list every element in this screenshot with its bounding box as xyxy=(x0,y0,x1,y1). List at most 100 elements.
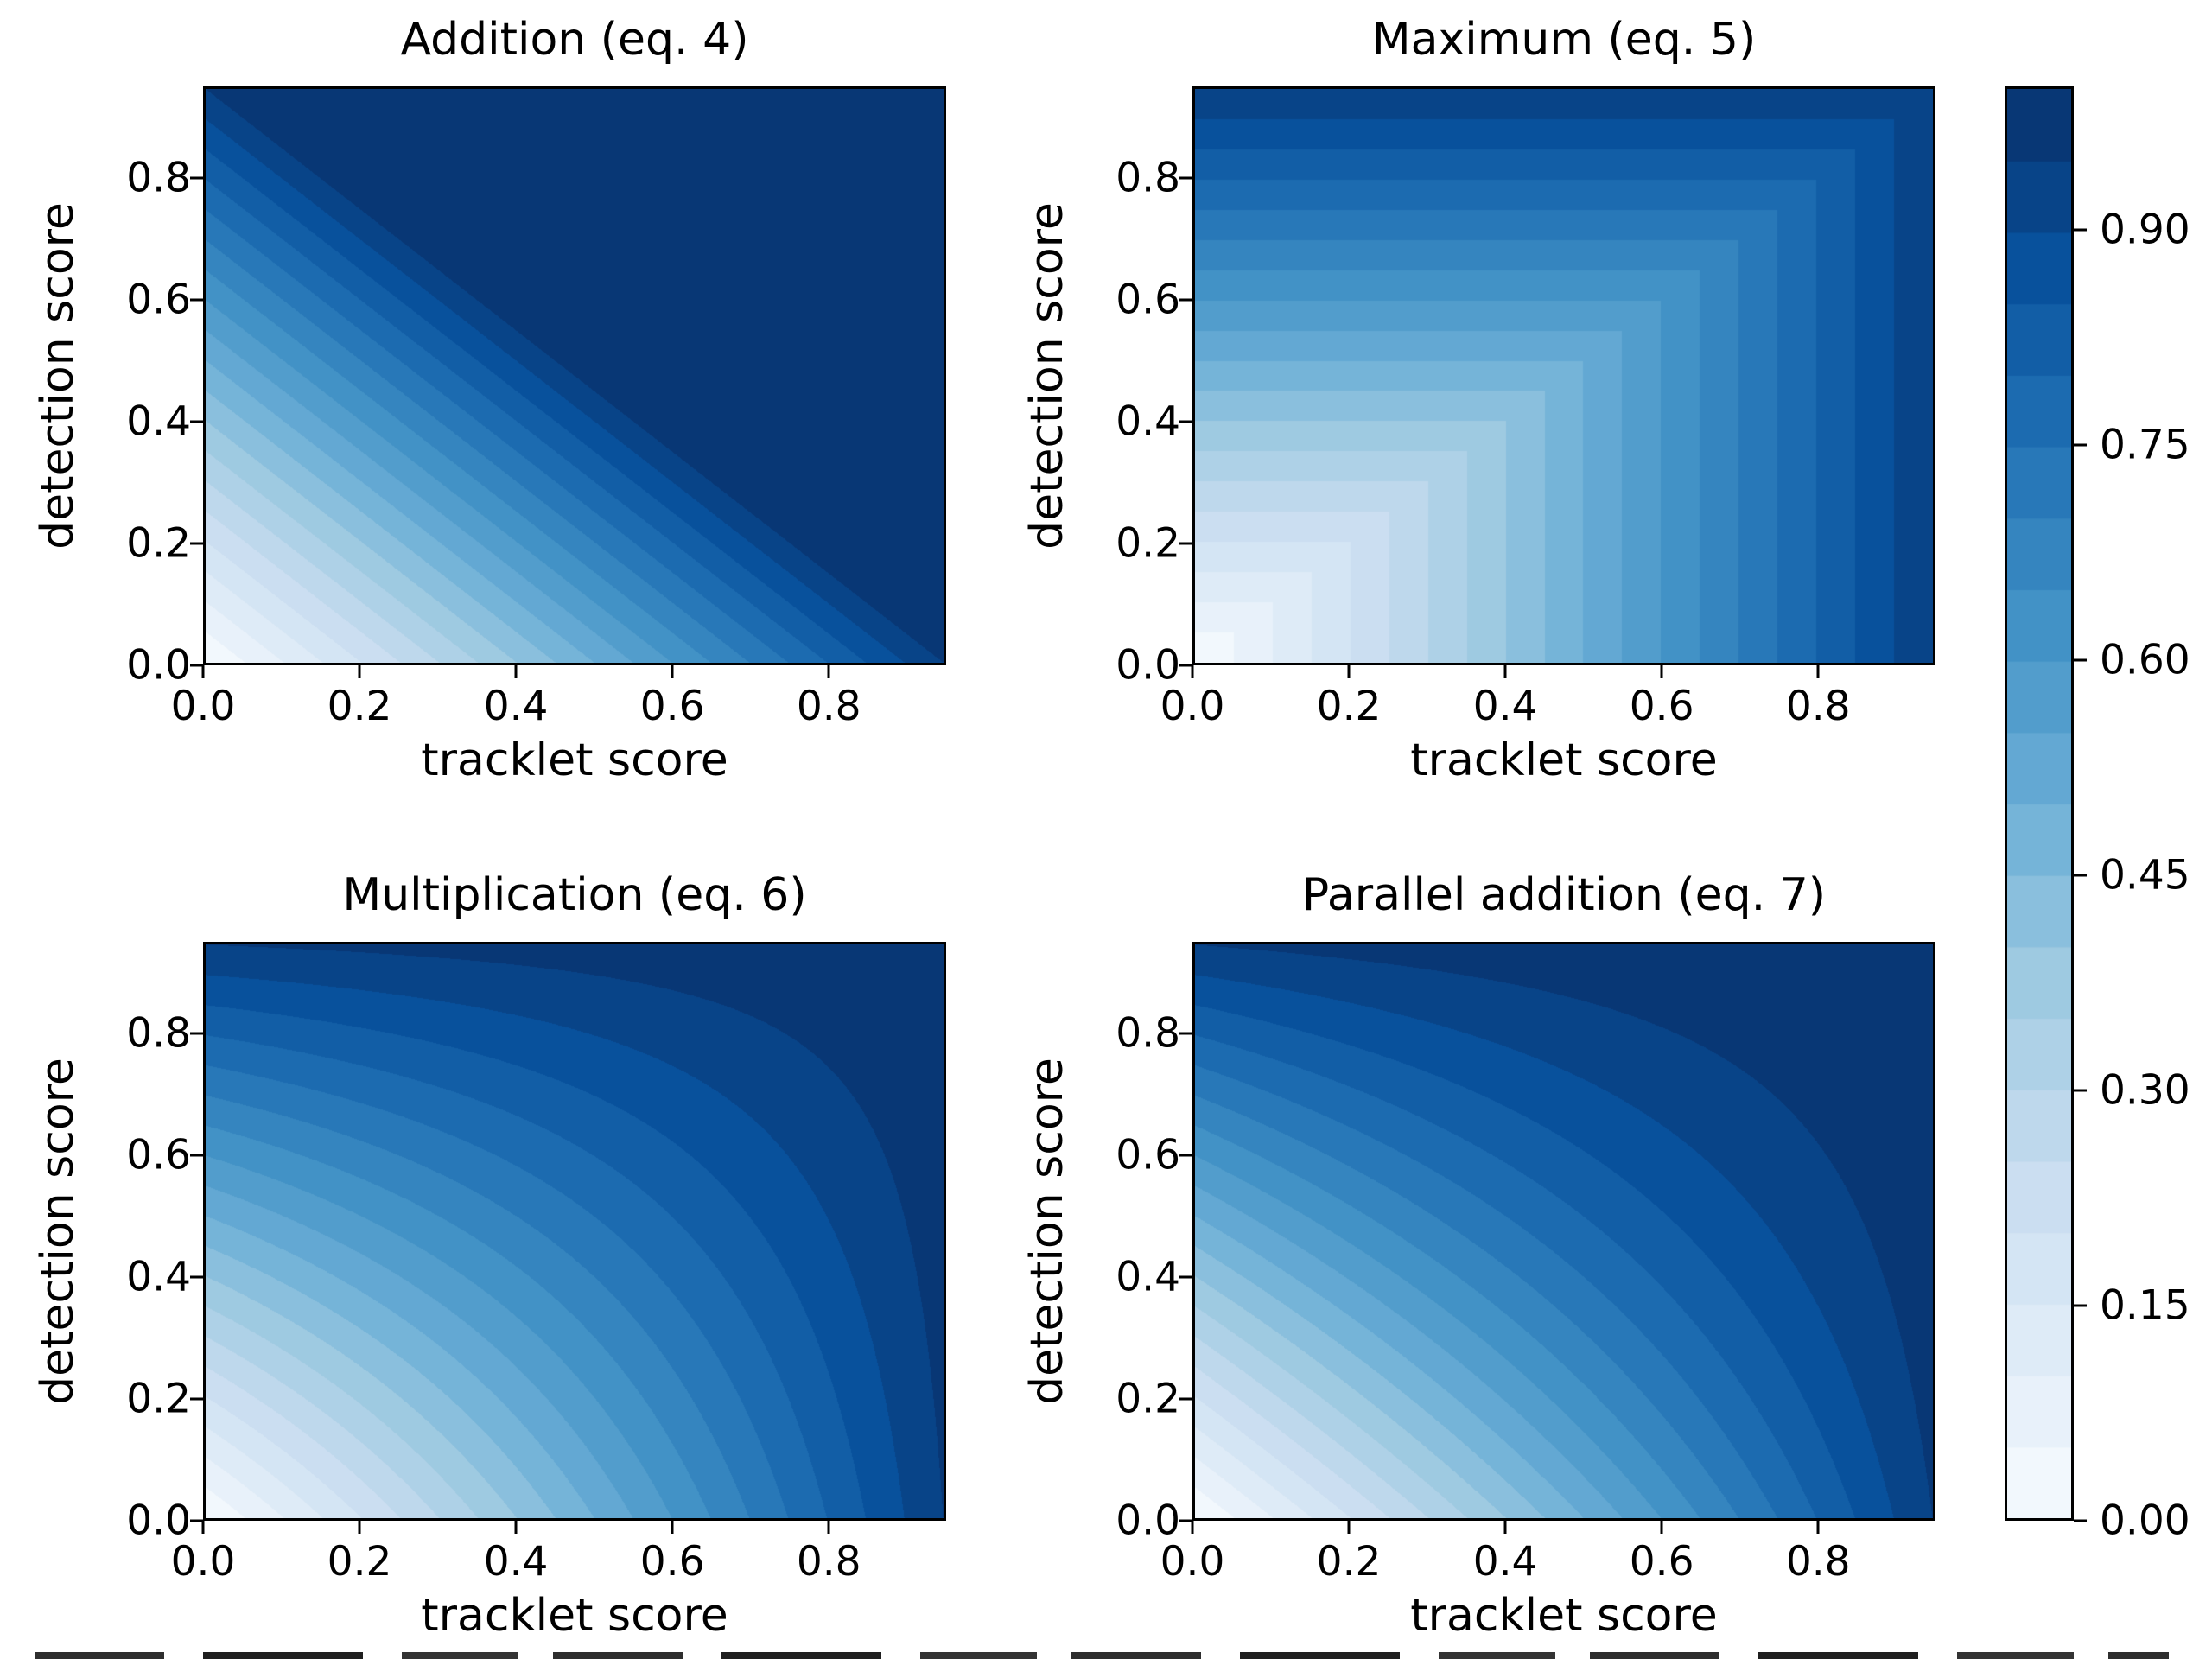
colorbar-tick-label: 0.15 xyxy=(2100,1281,2190,1330)
x-tick-mark xyxy=(201,1521,205,1534)
x-tick-mark xyxy=(1503,665,1507,678)
colorbar-tick-mark xyxy=(2074,228,2087,232)
x-tick-mark xyxy=(201,665,205,678)
cropped-content-strip xyxy=(35,1652,2169,1659)
subplot-multiplication: Multiplication (eq. 6) tracklet score de… xyxy=(32,869,946,1642)
colorbar-canvas xyxy=(2007,89,2071,1518)
y-tick-label: 0.2 xyxy=(1116,519,1180,568)
contour-canvas xyxy=(1195,89,1933,663)
y-tick-mark xyxy=(190,542,203,545)
y-tick-label: 0.4 xyxy=(1116,397,1180,446)
y-tick-mark xyxy=(1179,420,1192,423)
x-tick-label: 0.4 xyxy=(483,1538,549,1586)
y-tick-mark xyxy=(190,1397,203,1401)
x-tick-label: 0.8 xyxy=(796,1538,861,1586)
x-tick-mark xyxy=(671,1521,674,1534)
y-tick-mark xyxy=(190,420,203,423)
plot-title: Maximum (eq. 5) xyxy=(1371,14,1757,66)
y-tick-label: 0.8 xyxy=(126,154,191,202)
x-axis-label: tracklet score xyxy=(1410,1590,1718,1642)
y-axis-label: detection score xyxy=(1021,1058,1073,1405)
y-tick-mark xyxy=(1179,1519,1192,1522)
x-axis-label: tracklet score xyxy=(421,1590,728,1642)
y-tick-label: 0.2 xyxy=(126,519,191,568)
plot-area xyxy=(1192,86,1936,665)
x-tick-label: 0.0 xyxy=(1160,1538,1225,1586)
x-tick-label: 0.0 xyxy=(170,683,236,730)
plot-title: Parallel addition (eq. 7) xyxy=(1301,869,1827,921)
x-tick-label: 0.6 xyxy=(1629,683,1694,730)
colorbar-tick-label: 0.75 xyxy=(2100,421,2190,469)
x-tick-label: 0.6 xyxy=(639,1538,705,1586)
x-tick-label: 0.4 xyxy=(483,683,549,730)
y-tick-label: 0.2 xyxy=(126,1375,191,1423)
x-tick-label: 0.2 xyxy=(327,1538,392,1586)
x-tick-label: 0.8 xyxy=(1785,683,1851,730)
colorbar-tick-label: 0.00 xyxy=(2100,1497,2190,1545)
colorbar-tick-mark xyxy=(2074,1089,2087,1092)
x-tick-label: 0.2 xyxy=(1316,1538,1382,1586)
x-tick-mark xyxy=(514,1521,518,1534)
y-axis-label: detection score xyxy=(32,202,84,550)
colorbar-tick-label: 0.90 xyxy=(2100,206,2190,254)
x-tick-mark xyxy=(1347,1521,1351,1534)
colorbar-tick-mark xyxy=(2074,874,2087,877)
plot-area xyxy=(1192,942,1936,1521)
y-tick-mark xyxy=(1179,298,1192,302)
y-tick-mark xyxy=(190,1519,203,1522)
y-tick-mark xyxy=(1179,664,1192,667)
colorbar-tick-mark xyxy=(2074,658,2087,662)
x-tick-label: 0.6 xyxy=(639,683,705,730)
colorbar-tick-mark xyxy=(2074,1304,2087,1307)
x-tick-label: 0.2 xyxy=(1316,683,1382,730)
plot-area xyxy=(203,86,946,665)
x-tick-mark xyxy=(358,665,361,678)
x-axis-label: tracklet score xyxy=(421,734,728,786)
x-tick-label: 0.8 xyxy=(796,683,861,730)
x-tick-mark xyxy=(827,1521,830,1534)
x-tick-mark xyxy=(1191,1521,1194,1534)
y-tick-label: 0.2 xyxy=(1116,1375,1180,1423)
y-tick-label: 0.6 xyxy=(126,1131,191,1179)
y-tick-label: 0.6 xyxy=(126,276,191,324)
y-tick-mark xyxy=(190,1032,203,1035)
x-tick-mark xyxy=(1660,1521,1663,1534)
x-tick-mark xyxy=(514,665,518,678)
subplot-maximum: Maximum (eq. 5) tracklet score detection… xyxy=(1021,14,1936,786)
y-tick-label: 0.0 xyxy=(1116,641,1180,690)
x-tick-label: 0.0 xyxy=(170,1538,236,1586)
colorbar-tick-label: 0.30 xyxy=(2100,1066,2190,1115)
contour-canvas xyxy=(1195,944,1933,1518)
x-tick-mark xyxy=(1816,1521,1820,1534)
y-tick-label: 0.0 xyxy=(126,1497,191,1545)
y-tick-label: 0.0 xyxy=(1116,1497,1180,1545)
x-tick-label: 0.2 xyxy=(327,683,392,730)
y-tick-mark xyxy=(190,664,203,667)
y-tick-mark xyxy=(1179,1154,1192,1157)
contour-canvas xyxy=(206,89,944,663)
y-tick-mark xyxy=(190,176,203,180)
colorbar-tick-mark xyxy=(2074,443,2087,447)
x-tick-label: 0.4 xyxy=(1472,683,1538,730)
subplot-parallel-addition: Parallel addition (eq. 7) tracklet score… xyxy=(1021,869,1936,1642)
x-tick-mark xyxy=(1816,665,1820,678)
y-tick-mark xyxy=(1179,1032,1192,1035)
x-tick-label: 0.0 xyxy=(1160,683,1225,730)
y-tick-mark xyxy=(190,298,203,302)
x-tick-label: 0.8 xyxy=(1785,1538,1851,1586)
x-tick-mark xyxy=(1191,665,1194,678)
x-tick-mark xyxy=(1660,665,1663,678)
x-tick-label: 0.6 xyxy=(1629,1538,1694,1586)
y-tick-label: 0.4 xyxy=(1116,1253,1180,1301)
x-tick-label: 0.4 xyxy=(1472,1538,1538,1586)
y-tick-label: 0.6 xyxy=(1116,276,1180,324)
y-tick-mark xyxy=(1179,1275,1192,1279)
y-axis-label: detection score xyxy=(32,1058,84,1405)
y-tick-label: 0.0 xyxy=(126,641,191,690)
y-tick-label: 0.4 xyxy=(126,397,191,446)
colorbar-gradient xyxy=(2005,86,2074,1521)
subplot-addition: Addition (eq. 4) tracklet score detectio… xyxy=(32,14,946,786)
y-tick-label: 0.4 xyxy=(126,1253,191,1301)
y-tick-mark xyxy=(190,1154,203,1157)
